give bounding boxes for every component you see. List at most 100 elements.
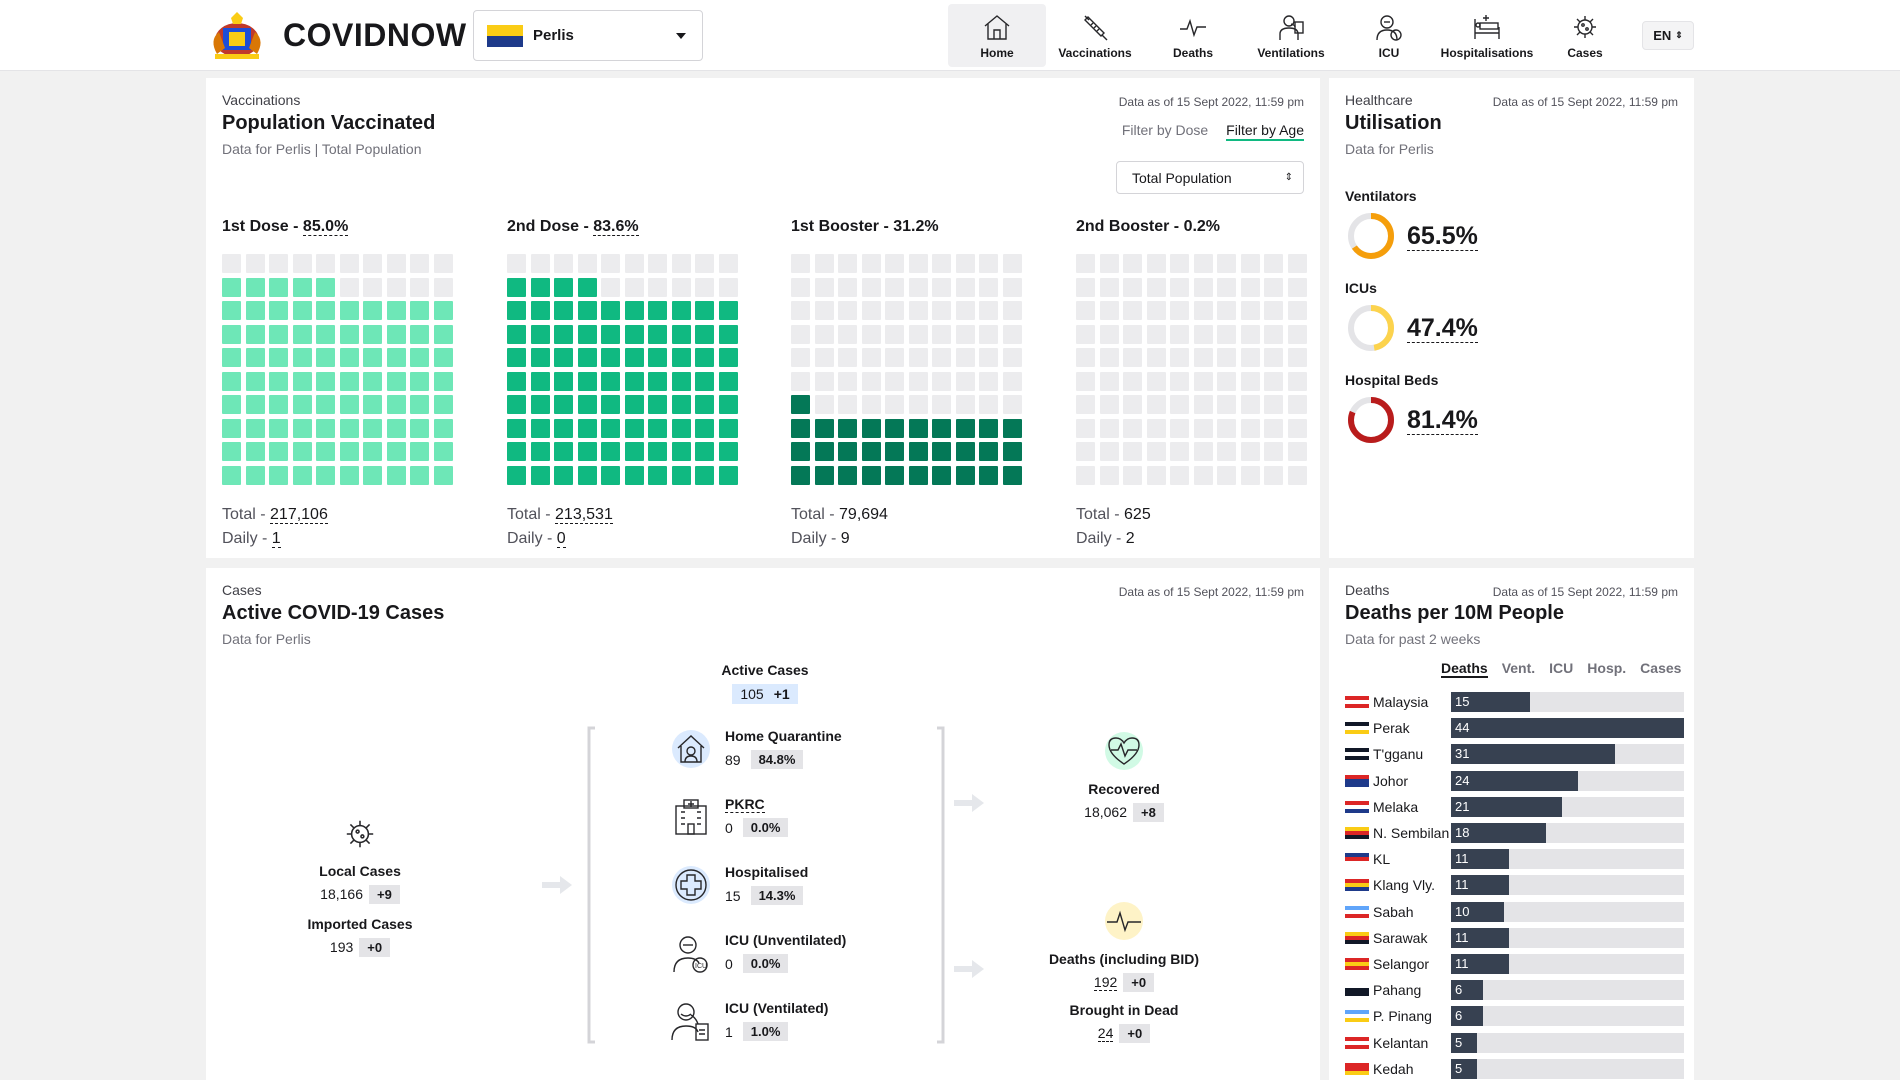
bar-row[interactable]: Klang Vly. 11 <box>1345 875 1684 896</box>
waffle-cell <box>1123 301 1142 320</box>
bar-row[interactable]: T'gganu 31 <box>1345 744 1684 765</box>
state-select[interactable]: Perlis <box>473 10 703 61</box>
bar-row[interactable]: Sabah 10 <box>1345 901 1684 922</box>
util-hospital-beds: Hospital Beds 81.4% <box>1345 372 1478 446</box>
tab-icu[interactable]: ICU <box>1549 660 1574 676</box>
waffle-cell <box>1099 465 1119 485</box>
waffle-cell <box>554 465 573 485</box>
active-cases-card: Cases Active COVID-19 Cases Data for Per… <box>206 568 1320 1080</box>
nav-hospitalisations[interactable]: Hospitalisations <box>1438 4 1536 67</box>
waffle-cell <box>1240 348 1260 367</box>
waffle-cell <box>316 465 335 485</box>
dose-total: 79,694 <box>839 505 888 523</box>
tab-hosp[interactable]: Hosp. <box>1587 660 1627 676</box>
waffle-cell <box>718 418 738 438</box>
state-flag-icon <box>1345 905 1369 918</box>
filter-by-age-tab[interactable]: Filter by Age <box>1226 122 1304 141</box>
utilisation-card: Healthcare Utilisation Data for Perlis D… <box>1329 78 1694 558</box>
waffle-cell <box>671 301 691 320</box>
logo[interactable]: COVIDNOW <box>205 10 467 60</box>
waffle-cell <box>932 348 951 367</box>
nav-icu-label: ICU <box>1378 46 1400 60</box>
dose-total[interactable]: 213,531 <box>555 505 613 524</box>
bar-row[interactable]: Malaysia 15 <box>1345 692 1684 712</box>
dose-daily[interactable]: 0 <box>556 529 566 548</box>
bar-category-label: Kelantan <box>1373 1034 1429 1051</box>
bar-row[interactable]: Perak 44 <box>1345 718 1684 739</box>
waffle-cell <box>292 442 312 461</box>
bar-row[interactable]: Sarawak 11 <box>1345 927 1684 948</box>
util-value[interactable]: 81.4% <box>1407 405 1478 435</box>
bid-value[interactable]: 24 <box>1097 1025 1114 1042</box>
waffle-cell <box>648 301 667 320</box>
nav-icu[interactable]: ICU <box>1340 4 1438 67</box>
breakdown-item: Home Quarantine 89 84.8% <box>670 728 910 778</box>
tab-cases[interactable]: Cases <box>1640 660 1682 676</box>
breakdown-item: ICU (Ventilated) 1 1.0% <box>670 1000 910 1050</box>
waffle-cell <box>671 418 691 438</box>
waffle-cell <box>386 277 406 297</box>
waffle-cell <box>671 254 691 273</box>
waffle-cell <box>316 442 335 461</box>
bar-row[interactable]: Pahang 6 <box>1345 980 1684 1001</box>
bar-row[interactable]: Selangor 11 <box>1345 954 1684 974</box>
util-value[interactable]: 65.5% <box>1407 221 1478 251</box>
waffle-cell <box>577 254 597 273</box>
dose-pct[interactable]: 85.0% <box>302 218 349 236</box>
language-select[interactable]: EN ⇕ <box>1642 21 1694 50</box>
population-select[interactable]: Total Population ⇕ <box>1116 161 1304 194</box>
util-label: ICUs <box>1345 280 1377 296</box>
waffle-cell <box>292 254 312 273</box>
waffle-cell <box>577 324 597 344</box>
waffle-cell <box>245 465 265 485</box>
waffle-cell <box>814 418 834 438</box>
tab-deaths[interactable]: Deaths <box>1441 660 1488 678</box>
nav-home[interactable]: Home <box>948 4 1046 67</box>
nav-ventilations[interactable]: Ventilations <box>1242 4 1340 67</box>
waffle-cell <box>648 395 667 414</box>
waffle-cell <box>269 395 288 414</box>
bar: 11 <box>1451 954 1510 974</box>
waffle-cell <box>245 371 265 391</box>
deaths-value[interactable]: 192 <box>1093 974 1118 991</box>
waffle-cell <box>222 301 241 320</box>
dose-total[interactable]: 217,106 <box>270 505 328 524</box>
nav-cases[interactable]: Cases <box>1536 4 1634 67</box>
waffle-cell <box>292 418 312 438</box>
waffle-cell <box>1123 442 1142 461</box>
bar-category-label: P. Pinang <box>1373 1008 1432 1025</box>
filter-by-dose-tab[interactable]: Filter by Dose <box>1121 122 1209 138</box>
nav-deaths[interactable]: Deaths <box>1144 4 1242 67</box>
state-flag-icon <box>1345 1010 1369 1023</box>
brand-name: COVIDNOW <box>283 16 467 53</box>
waffle-cell <box>718 371 738 391</box>
icu-patient-icon: ICU <box>673 936 708 973</box>
waffle-cell <box>718 277 738 297</box>
tab-vent[interactable]: Vent. <box>1501 660 1536 676</box>
bar-row[interactable]: Melaka 21 <box>1345 796 1684 817</box>
bar-value-label: 6 <box>1455 1008 1463 1024</box>
waffle-cell <box>695 395 714 414</box>
waffle-cell <box>1146 301 1166 320</box>
bar-category-label: Sarawak <box>1373 929 1428 946</box>
bar-row[interactable]: P. Pinang 6 <box>1345 1006 1684 1027</box>
dose-daily[interactable]: 1 <box>271 529 281 548</box>
bar-row[interactable]: N. Sembilan 18 <box>1345 823 1684 843</box>
state-flag-icon <box>1345 879 1369 892</box>
nav-vaccinations[interactable]: Vaccinations <box>1046 4 1144 67</box>
breakdown-values: 0 0.0% <box>725 954 789 973</box>
dose-pct[interactable]: 83.6% <box>593 218 639 236</box>
waffle-cell <box>601 277 620 297</box>
daily-label: Daily - <box>791 529 841 547</box>
bar-row[interactable]: Kedah 5 <box>1345 1058 1684 1079</box>
state-flag-icon <box>1345 696 1369 708</box>
bar-row[interactable]: KL 11 <box>1345 849 1684 870</box>
bar-row[interactable]: Johor 24 <box>1345 770 1684 791</box>
state-flag-icon <box>1345 748 1369 761</box>
breakdown-label[interactable]: PKRC <box>725 796 765 813</box>
bar-row[interactable]: Kelantan 5 <box>1345 1032 1684 1053</box>
waffle-cell <box>433 348 453 367</box>
util-value[interactable]: 47.4% <box>1407 313 1478 343</box>
waffle-cell <box>292 277 312 297</box>
chevron-down-icon <box>676 33 686 39</box>
